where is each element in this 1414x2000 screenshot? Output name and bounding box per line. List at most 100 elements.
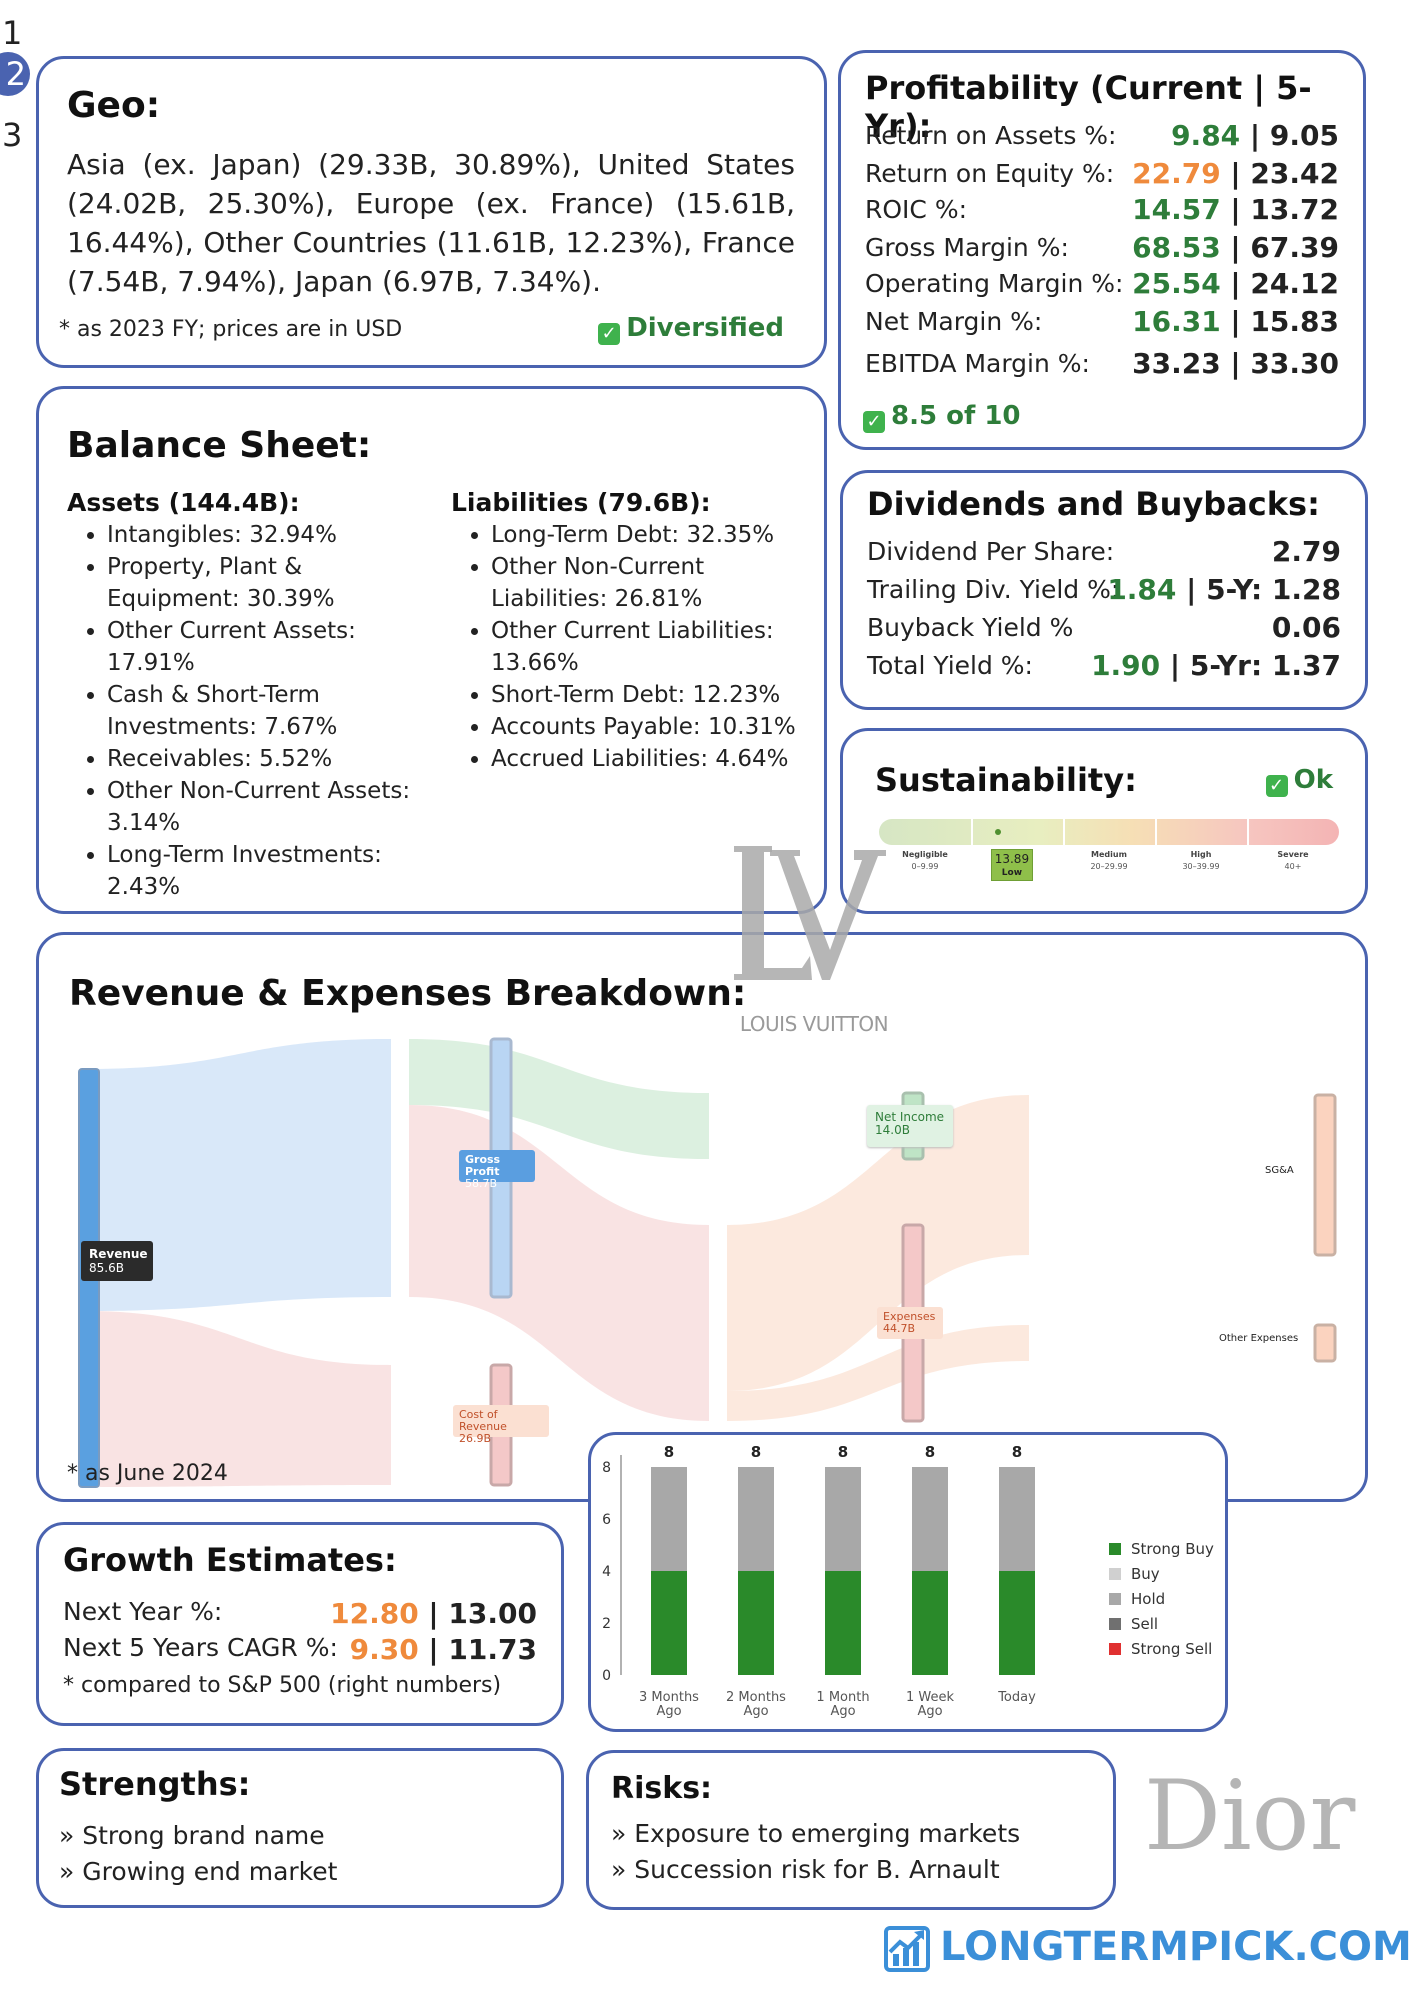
label-cost-of-revenue: Cost of Revenue 26.9B	[453, 1405, 549, 1445]
label-revenue: Revenue 85.6B	[81, 1241, 153, 1281]
legend-swatch	[1109, 1543, 1121, 1555]
geo-note: * as 2023 FY; prices are in USD	[59, 317, 403, 342]
y-tick-label: 6	[602, 1512, 611, 1528]
geo-badge-label: Diversified	[626, 313, 784, 343]
label-other-expenses: Other Expenses	[1219, 1333, 1299, 1344]
separator: |	[1160, 649, 1190, 682]
bar-segment-hold	[825, 1467, 861, 1571]
legend-swatch	[1109, 1618, 1121, 1630]
separator: |	[1220, 347, 1251, 380]
page-number-3[interactable]: 3	[2, 116, 23, 154]
x-tick-label: 2 Months	[726, 1690, 786, 1705]
legend-swatch	[1109, 1593, 1121, 1605]
footer-brand-text[interactable]: LONGTERMPICK.COM	[940, 1924, 1412, 1970]
dividend-row-value: 1.84 | 5-Y: 1.28	[1107, 573, 1341, 606]
bar-segment-strong-buy	[999, 1571, 1035, 1675]
dividends-rows: Dividend Per Share: 2.79 Trailing Div. Yie…	[867, 535, 1341, 687]
dividend-value: 1.90	[1091, 649, 1161, 682]
gauge-cat-range: 20–29.99	[1090, 862, 1128, 871]
dividend-value: 0.06	[1271, 611, 1341, 644]
growth-sp-value: 11.73	[448, 1633, 537, 1666]
label-expenses-name: Expenses	[883, 1310, 936, 1323]
separator: |	[1220, 231, 1251, 264]
legend-label: Hold	[1131, 1590, 1165, 1608]
growth-title: Growth Estimates:	[63, 1541, 397, 1579]
profitability-row-label: Gross Margin %:	[865, 233, 1069, 262]
profitability-row-value: 9.84 | 9.05	[1171, 119, 1339, 152]
separator: |	[1220, 305, 1251, 338]
legend-label: Strong Sell	[1131, 1640, 1212, 1658]
asset-item: Long-Term Investments: 2.43%	[107, 839, 437, 903]
x-tick-label: 1 Month	[816, 1690, 869, 1705]
gauge-cat-name: High	[1190, 850, 1212, 859]
label-gross-profit-value: 58.7B	[465, 1177, 498, 1190]
separator: |	[1240, 119, 1270, 152]
dividend-row: Dividend Per Share: 2.79	[867, 535, 1341, 571]
bar-total-label: 8	[1012, 1443, 1022, 1461]
label-net-income-name: Net Income	[875, 1110, 945, 1124]
five-yr-value: 23.42	[1250, 157, 1339, 190]
profitability-score: ✓ 8.5 of 10	[863, 401, 1021, 433]
flow-expenses-sga	[727, 1095, 1029, 1391]
profitability-row-label: Return on Equity %:	[865, 159, 1115, 188]
dividend-row-label: Trailing Div. Yield %:	[867, 575, 1120, 604]
bar-total-label: 8	[664, 1443, 674, 1461]
profitability-row-label: ROIC %:	[865, 195, 968, 224]
y-tick-label: 4	[602, 1564, 611, 1580]
trend-chart-icon	[884, 1926, 930, 1972]
growth-row-label: Next 5 Years CAGR %:	[63, 1633, 338, 1662]
check-icon: ✓	[863, 411, 885, 433]
legend-swatch	[1109, 1568, 1121, 1580]
flow-gross-expenses	[409, 1105, 709, 1421]
profitability-row-value: 16.31 | 15.83	[1132, 305, 1339, 338]
x-tick-label-line2: Ago	[743, 1704, 768, 1719]
asset-item: Cash & Short-Term Investments: 7.67%	[107, 679, 437, 743]
dividend-row: Trailing Div. Yield %: 1.84 | 5-Y: 1.28	[867, 573, 1341, 609]
gauge-cat-range: 0–9.99	[911, 862, 939, 871]
profitability-row-value: 22.79 | 23.42	[1132, 157, 1339, 190]
check-icon: ✓	[1265, 775, 1288, 797]
growth-row-5yr: Next 5 Years CAGR %: 9.30 | 11.73	[63, 1633, 537, 1669]
dividend-row: Total Yield %: 1.90 | 5-Yr: 1.37	[867, 649, 1341, 685]
strengths-item: » Growing end market	[59, 1857, 338, 1886]
dividend-row-value: 1.90 | 5-Yr: 1.37	[1091, 649, 1341, 682]
dividend-row-label: Dividend Per Share:	[867, 537, 1115, 566]
lv-text: LOUIS VUITTON	[739, 1012, 889, 1036]
revenue-title: Revenue & Expenses Breakdown:	[69, 973, 747, 1014]
sustainability-badge: ✓ Ok	[1265, 765, 1333, 797]
page-number-1[interactable]: 1	[2, 14, 23, 52]
label-cost-value: 26.9B	[459, 1432, 492, 1445]
label-gross-profit-name: Gross Profit	[465, 1153, 501, 1178]
profitability-row: Operating Margin %: 25.54 | 24.12	[865, 267, 1339, 303]
x-tick-label: 3 Months	[639, 1690, 699, 1705]
bar-segment-hold	[738, 1467, 774, 1571]
bar-total-label: 8	[751, 1443, 761, 1461]
liability-item: Accounts Payable: 10.31%	[491, 711, 816, 743]
profitability-card: Profitability (Current | 5-Yr): Return o…	[838, 50, 1366, 450]
dividends-card: Dividends and Buybacks: Dividend Per Sha…	[840, 470, 1368, 710]
bar-segment-strong-buy	[651, 1571, 687, 1675]
profitability-rows: Return on Assets %: 9.84 | 9.05 Return on …	[865, 119, 1339, 401]
legend-label: Sell	[1131, 1615, 1158, 1633]
gauge-score-label: Low	[1001, 868, 1023, 878]
y-tick-label: 2	[602, 1616, 611, 1632]
y-tick-label: 8	[602, 1460, 611, 1476]
gauge-cat-range: 40+	[1284, 862, 1302, 871]
liability-item: Accrued Liabilities: 4.64%	[491, 743, 816, 775]
gauge-score-value: 13.89	[994, 852, 1030, 866]
dividend-row: Buyback Yield % 0.06	[867, 611, 1341, 647]
flow-revenue-gross-profit	[85, 1039, 391, 1311]
page-number-2-current[interactable]: 2	[0, 52, 30, 96]
five-yr-value: 9.05	[1269, 119, 1339, 152]
current-value: 33.23	[1132, 347, 1221, 380]
bar-segment-strong-buy	[738, 1571, 774, 1675]
gauge-cat-range: 30–39.99	[1182, 862, 1220, 871]
profitability-row-label: Return on Assets %:	[865, 121, 1117, 150]
x-tick-label: Today	[997, 1690, 1036, 1705]
asset-item: Other Current Assets: 17.91%	[107, 615, 437, 679]
bar-total-label: 8	[838, 1443, 848, 1461]
growth-row-value: 9.30 | 11.73	[349, 1633, 537, 1666]
gauge-cat-high: High 30–39.99	[1155, 849, 1247, 873]
gauge-divider	[1247, 819, 1249, 845]
